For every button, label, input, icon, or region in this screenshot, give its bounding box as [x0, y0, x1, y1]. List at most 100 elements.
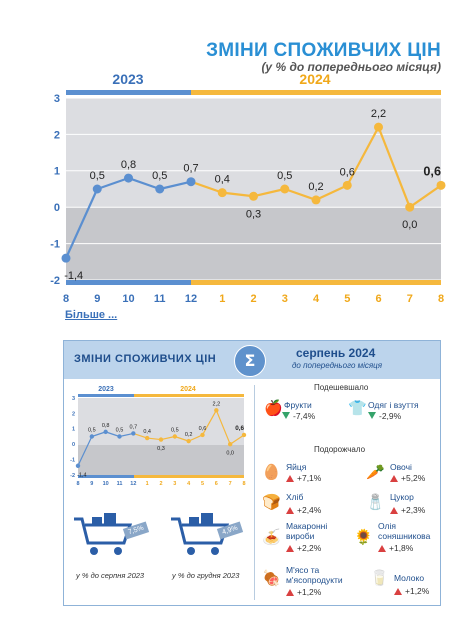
year-bar-2023 [66, 90, 191, 95]
data-point [144, 435, 150, 441]
series-segment [77, 436, 93, 467]
x-tick-label: 1 [146, 481, 149, 487]
cheaper-item-value: -2,9% [368, 411, 401, 421]
band-positive [66, 98, 441, 207]
series-segment [159, 180, 192, 191]
series-segment [91, 431, 106, 438]
card-header: ЗМІНИ СПОЖИВЧИХ ЦІН Σ серпень 2024 до по… [64, 341, 440, 379]
x-tick-label: 8 [76, 481, 79, 487]
data-point [405, 202, 415, 212]
series-segment [222, 191, 254, 198]
x-tick-label: 4 [313, 293, 320, 305]
mini-series-points [75, 408, 247, 468]
y-tick-label: 1 [54, 166, 60, 178]
pricier-item-value: +2,2% [286, 543, 321, 553]
series-segment [409, 184, 442, 209]
data-label: 0,7 [130, 424, 138, 430]
data-label: 0,3 [246, 208, 261, 220]
data-point [103, 429, 108, 435]
x-tick-label: 7 [407, 293, 413, 305]
x-tick-label: 12 [130, 481, 136, 487]
x-tick-label: 7 [229, 481, 232, 487]
y-tick-label: -2 [70, 473, 75, 479]
series-segment [377, 126, 411, 208]
clothes-icon: 👕 [348, 399, 367, 417]
x-tick-label: 11 [154, 293, 166, 305]
cheaper-item-name: Одяг і взуття [368, 400, 419, 410]
x-tick-label: 10 [103, 481, 109, 487]
data-point [200, 432, 205, 438]
x-tick-label: 2 [250, 293, 256, 305]
data-label: 0,5 [116, 428, 124, 434]
year-bar-2024-bottom [191, 280, 441, 285]
x-tick-labels: 8 9 10 11 12 1 2 3 4 5 6 7 8 [63, 293, 444, 305]
x-tick-label: 9 [94, 293, 100, 305]
eggs-icon: 🥚 [262, 463, 281, 481]
series-segment [96, 177, 129, 191]
milk-icon: 🥛 [370, 569, 389, 587]
mini-band-positive [78, 398, 244, 445]
chart-title: ЗМІНИ СПОЖИВЧИХ ЦІН [206, 40, 441, 61]
sugar-icon: 🧂 [366, 493, 385, 511]
vegetables-icon: 🥕 [366, 463, 385, 481]
data-label: 0,8 [121, 159, 136, 171]
data-point [158, 437, 164, 442]
pricier-item-value: +5,2% [390, 473, 425, 483]
pricier-item-value: +1,2% [394, 586, 429, 596]
series-segment [119, 432, 134, 438]
data-label: 0,2 [308, 181, 323, 193]
series-segment [253, 187, 285, 198]
data-label: 0,6 [340, 166, 355, 178]
x-tick-label: 3 [173, 481, 176, 487]
data-point [214, 408, 219, 413]
data-point [342, 180, 352, 190]
data-label: -1,4 [77, 472, 86, 478]
x-tick-label: 6 [215, 481, 218, 487]
data-point [92, 184, 102, 194]
mini-data-labels: -1,4 0,5 0,8 0,5 0,7 0,4 0,3 0,5 0,2 0,6 2,2 0,0 0,6 [77, 401, 244, 478]
data-point [117, 434, 122, 439]
pricier-item-name: Макаронні вироби [286, 521, 328, 541]
y-tick-label: 3 [72, 396, 75, 402]
data-point [61, 253, 71, 263]
data-label: 0,5 [88, 428, 96, 434]
series-segment [64, 188, 99, 259]
year-label-2023: 2023 [112, 71, 143, 87]
x-tick-label: 8 [242, 481, 245, 487]
data-label: -1,4 [64, 270, 83, 282]
y-tick-label: -2 [50, 275, 60, 287]
more-link[interactable]: Більше ... [65, 309, 118, 321]
data-label: 0,4 [215, 174, 230, 186]
data-label: 0,4 [143, 429, 151, 435]
series-segment [188, 434, 203, 442]
cheaper-item-name: Фрукти [284, 400, 312, 410]
x-tick-label: 5 [201, 481, 204, 487]
pricier-item-value: +1,8% [378, 543, 413, 553]
card-divider [254, 385, 255, 600]
data-label: 0,2 [185, 432, 193, 438]
data-label: 0,0 [402, 219, 417, 231]
cheaper-item-value: -7,4% [282, 411, 315, 421]
year-bar-2024 [191, 90, 441, 95]
mini-year-bar-2023 [78, 394, 134, 397]
cart-caption-year: у % до серпня 2023 [76, 571, 145, 580]
pricier-item-value: +1,2% [286, 587, 321, 597]
data-point [227, 442, 233, 447]
data-point [131, 431, 136, 436]
data-point [217, 188, 227, 198]
y-tick-label: 2 [54, 129, 60, 141]
y-tick-label: -1 [50, 238, 60, 250]
mini-year-bar-2024 [134, 394, 244, 397]
series-points [61, 122, 446, 263]
data-label: 0,6 [199, 426, 207, 432]
series-segment [201, 410, 217, 436]
data-label: 0,5 [90, 170, 105, 182]
data-label: 2,2 [213, 401, 221, 407]
x-tick-label: 1 [219, 293, 225, 305]
x-tick-label: 3 [282, 293, 288, 305]
data-label: 0,6 [423, 164, 441, 178]
pricier-item-value: +7,1% [286, 473, 321, 483]
data-point [186, 177, 196, 187]
mini-year-2023: 2023 [98, 386, 114, 393]
series-segment [160, 435, 175, 441]
